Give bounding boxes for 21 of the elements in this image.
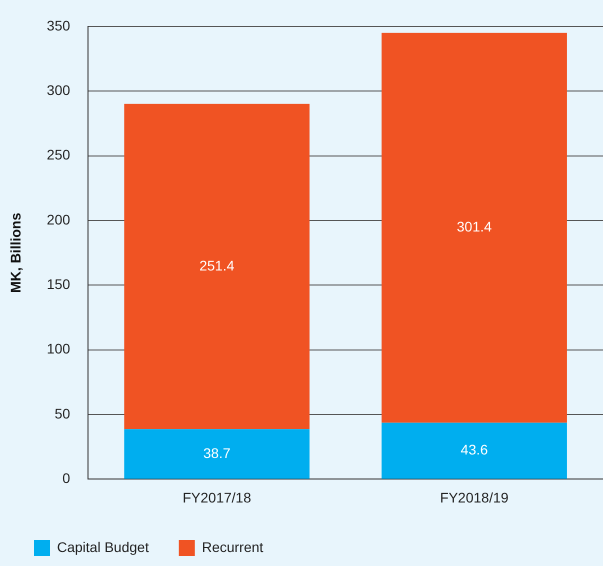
y-tick-label: 100 xyxy=(46,340,70,357)
x-tick-label: FY2018/19 xyxy=(440,489,509,506)
data-label: 43.6 xyxy=(460,442,488,458)
y-tick-label: 150 xyxy=(46,276,70,292)
bar xyxy=(382,422,567,479)
bar xyxy=(382,32,567,423)
data-label: 301.4 xyxy=(456,218,492,235)
y-tick-label: 50 xyxy=(54,405,70,422)
y-tick-label: 350 xyxy=(46,17,70,34)
legend-label: Recurrent xyxy=(202,538,264,555)
y-tick-label: 250 xyxy=(46,146,70,163)
legend-label: Capital Budget xyxy=(57,538,149,555)
y-tick-label: 200 xyxy=(46,211,70,228)
x-tick-label: FY2017/18 xyxy=(182,489,252,506)
bar xyxy=(124,104,310,430)
bar xyxy=(124,429,310,479)
data-label: 251.4 xyxy=(199,257,235,274)
y-tick-label: 300 xyxy=(46,82,70,98)
y-tick-label: 0 xyxy=(62,470,70,486)
y-axis-title: MK, Billions xyxy=(7,212,24,293)
data-label: 38.7 xyxy=(203,444,231,461)
